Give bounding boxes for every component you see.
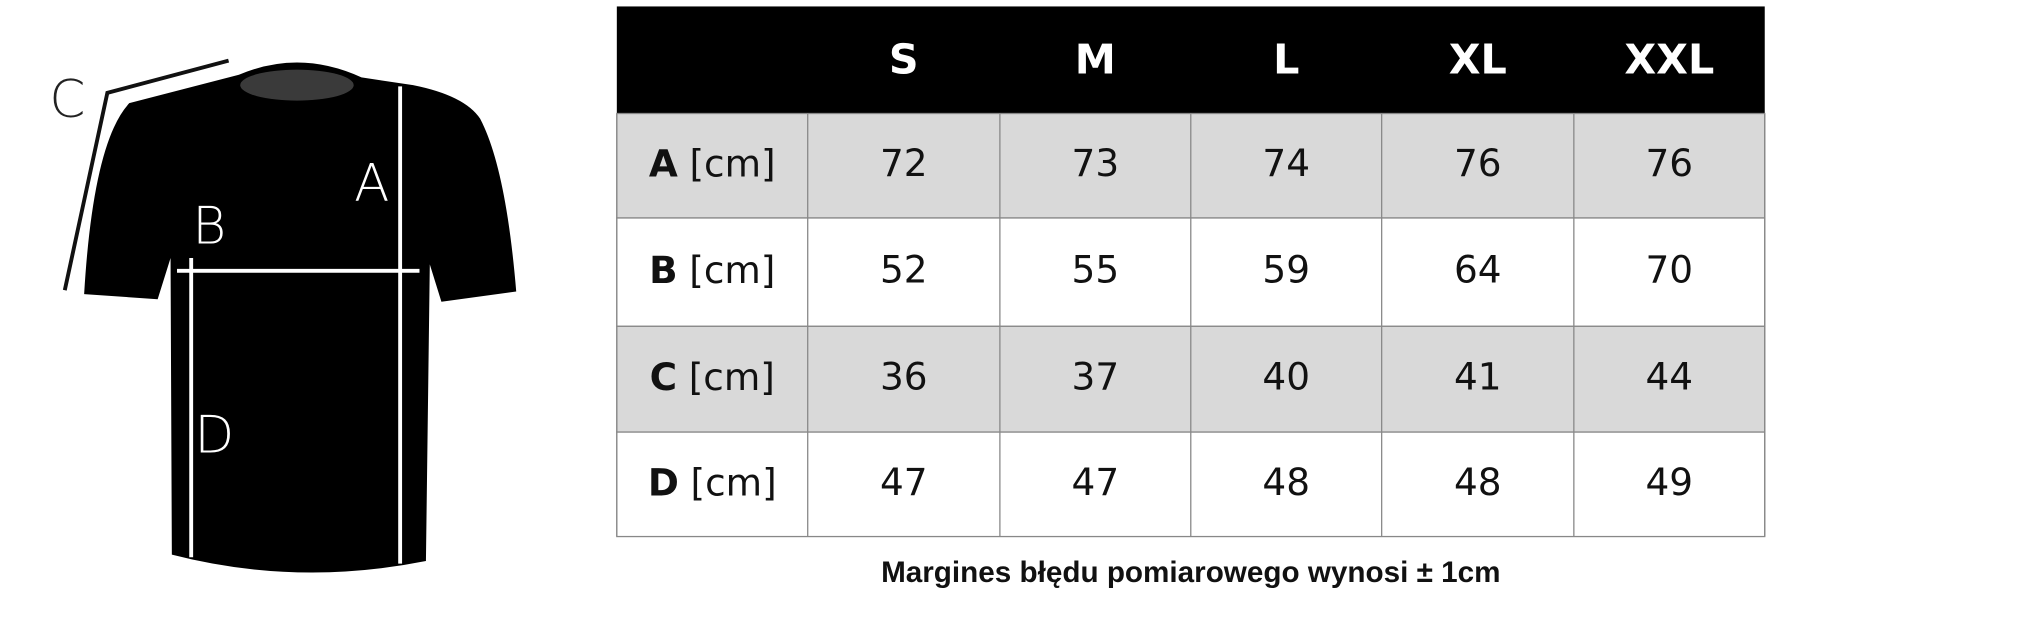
value-cell: 70 — [1646, 248, 1694, 292]
value-cell: 76 — [1646, 141, 1694, 185]
label-c: C — [49, 70, 85, 130]
row-key: A — [649, 141, 678, 185]
tshirt — [84, 62, 517, 573]
label-d: D — [195, 406, 235, 466]
value-cell: 72 — [880, 141, 928, 185]
value-cell: 76 — [1454, 141, 1502, 185]
value-cell: 40 — [1262, 355, 1310, 399]
row-unit: [cm] — [689, 248, 775, 292]
label-b: B — [192, 197, 226, 257]
value-cell: 47 — [880, 460, 928, 504]
header-cell: XL — [1449, 36, 1507, 84]
value-cell: 64 — [1454, 248, 1502, 292]
value-cell: 55 — [1072, 248, 1120, 292]
tshirt-diagram: C B A D — [49, 58, 517, 573]
value-cell: 41 — [1454, 355, 1502, 399]
value-cell: 36 — [880, 355, 928, 399]
row-unit: [cm] — [691, 460, 777, 504]
header-cell: M — [1075, 36, 1116, 84]
row-key: C — [650, 355, 677, 399]
note: Margines błędu pomiarowego wynosi ± 1cm — [881, 556, 1500, 589]
value-cell: 59 — [1262, 248, 1310, 292]
value-cell: 48 — [1262, 460, 1310, 504]
value-cell: 44 — [1646, 355, 1694, 399]
header-cell: S — [889, 36, 919, 84]
header-cell: XXL — [1624, 36, 1714, 84]
row-unit: [cm] — [689, 355, 775, 399]
row-label: B [cm] — [649, 248, 775, 292]
header-bg — [616, 6, 1765, 114]
row-key: B — [649, 248, 678, 292]
value-cell: 74 — [1262, 141, 1310, 185]
label-a: A — [354, 154, 389, 214]
value-cell: 49 — [1646, 460, 1694, 504]
value-cell: 48 — [1454, 460, 1502, 504]
row-label: A [cm] — [649, 141, 776, 185]
value-cell: 52 — [880, 248, 928, 292]
value-cell: 37 — [1072, 355, 1120, 399]
row-label: C [cm] — [650, 355, 775, 399]
measure-c — [62, 58, 230, 291]
collar — [240, 69, 354, 101]
row-label: D [cm] — [648, 460, 777, 504]
row-unit: [cm] — [689, 141, 775, 185]
header-cell: L — [1273, 36, 1299, 84]
value-cell: 73 — [1072, 141, 1120, 185]
row-key: D — [648, 460, 679, 504]
value-cell: 47 — [1072, 460, 1120, 504]
